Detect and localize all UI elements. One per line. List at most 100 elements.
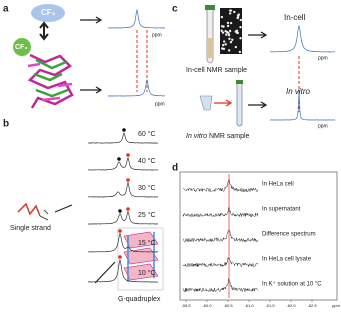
- arrow: [248, 31, 268, 109]
- cf3-badge: [13, 38, 31, 56]
- cf3-label: CF₃: [15, 44, 28, 51]
- sample-label: In vitro NMR sample: [186, 133, 250, 140]
- cell: [222, 47, 226, 51]
- single-strand-icon: [17, 202, 41, 217]
- nmr-tube: [236, 84, 243, 127]
- cell: [226, 21, 230, 25]
- cell: [224, 43, 227, 46]
- spectrum: [107, 8, 165, 29]
- tick-label: -61.0: [244, 303, 254, 308]
- trace-label: Difference spectrum: [262, 232, 316, 238]
- cell: [239, 25, 242, 29]
- arrow: [80, 16, 103, 94]
- spectrum: [182, 178, 259, 193]
- cell: [234, 45, 238, 49]
- panel-label: b: [3, 119, 9, 130]
- spectrum: [88, 181, 159, 198]
- panel-label: d: [172, 163, 178, 174]
- cell: [221, 43, 225, 47]
- trace-label: In K⁺ solution at 10 °C: [262, 281, 322, 288]
- spectrum: [87, 259, 159, 283]
- cell: [224, 30, 227, 33]
- cell: [226, 24, 230, 28]
- axis-unit: ppm: [155, 101, 165, 107]
- temperature-label: 60 °C: [138, 130, 156, 138]
- spectrum: [87, 232, 159, 253]
- cell: [231, 38, 234, 41]
- tick-label: -62.0: [286, 303, 296, 308]
- cell: [220, 15, 224, 19]
- cell: [228, 37, 231, 40]
- spectrum: [87, 132, 158, 144]
- temperature-label: 30 °C: [138, 184, 156, 192]
- trace-label: In HeLa cell: [262, 182, 294, 188]
- cell: [222, 40, 226, 43]
- double-arrow: [39, 21, 49, 41]
- sample-label-italic: In vitro: [186, 133, 207, 140]
- cell-pellet: [207, 38, 213, 58]
- cell: [235, 31, 239, 34]
- cell-micrograph: [220, 9, 243, 54]
- spectrum: [107, 79, 165, 97]
- cell: [227, 49, 231, 52]
- axis-unit: ppm: [318, 55, 328, 61]
- sample-label-rest: NMR sample: [207, 133, 250, 140]
- arrow: [94, 261, 116, 284]
- cell: [239, 18, 243, 22]
- temperature-label: 40 °C: [138, 157, 156, 165]
- peak-marker: [118, 209, 122, 213]
- cell: [227, 33, 231, 37]
- tube-cap: [236, 80, 243, 84]
- peak-marker: [122, 128, 126, 132]
- plot-frame: [179, 171, 338, 301]
- peak-marker: [126, 207, 130, 211]
- cell: [229, 21, 233, 25]
- cf3-label: CF₃: [41, 8, 56, 17]
- peak-marker: [126, 178, 130, 182]
- tick-label: -60.5: [223, 303, 233, 308]
- tick-label: -59.5: [181, 303, 191, 308]
- cell: [229, 9, 233, 12]
- trace-label: In HeLa cell lysate: [262, 257, 312, 263]
- arrow: [214, 99, 233, 107]
- cell: [221, 31, 225, 34]
- cf3-badge: [31, 4, 65, 22]
- spectrum: [182, 228, 259, 243]
- single-strand-icon: [39, 209, 49, 221]
- temperature-label: 10 °C: [138, 269, 156, 277]
- cell: [225, 33, 228, 36]
- peak-marker: [118, 229, 122, 233]
- g-quadruplex-icon: [123, 231, 159, 282]
- arrow: [54, 204, 73, 213]
- axis-unit: ppm: [152, 32, 162, 38]
- tick-label: -62.5: [307, 303, 317, 308]
- cell: [228, 12, 232, 15]
- tick-label: -61.5: [265, 303, 275, 308]
- tube-cap: [205, 5, 215, 10]
- spectrum: [269, 89, 336, 121]
- spectrum: [87, 210, 159, 225]
- axis-unit: ppm: [318, 123, 328, 129]
- panel-label: c: [172, 4, 178, 15]
- temperature-label: 25 °C: [138, 211, 156, 219]
- cell: [238, 50, 242, 54]
- temperature-label: 15 °C: [138, 239, 156, 247]
- spectrum: [182, 206, 259, 218]
- spectrum-label: In vitro: [286, 87, 311, 96]
- cell: [237, 13, 240, 16]
- g-quadruplex-label: G-quadruplex: [118, 296, 161, 303]
- cell: [228, 29, 232, 33]
- cell: [222, 25, 225, 28]
- tick-label: -60.0: [202, 303, 212, 308]
- single-strand-label: Single strand: [10, 225, 51, 232]
- axis-unit: ppm: [332, 303, 340, 308]
- cell: [227, 31, 230, 35]
- spectrum: [182, 277, 259, 293]
- cell: [220, 29, 223, 32]
- panel-label: a: [3, 4, 9, 15]
- cell: [229, 40, 233, 44]
- cell: [233, 10, 236, 14]
- spectrum: [87, 156, 159, 171]
- vial: [199, 95, 213, 111]
